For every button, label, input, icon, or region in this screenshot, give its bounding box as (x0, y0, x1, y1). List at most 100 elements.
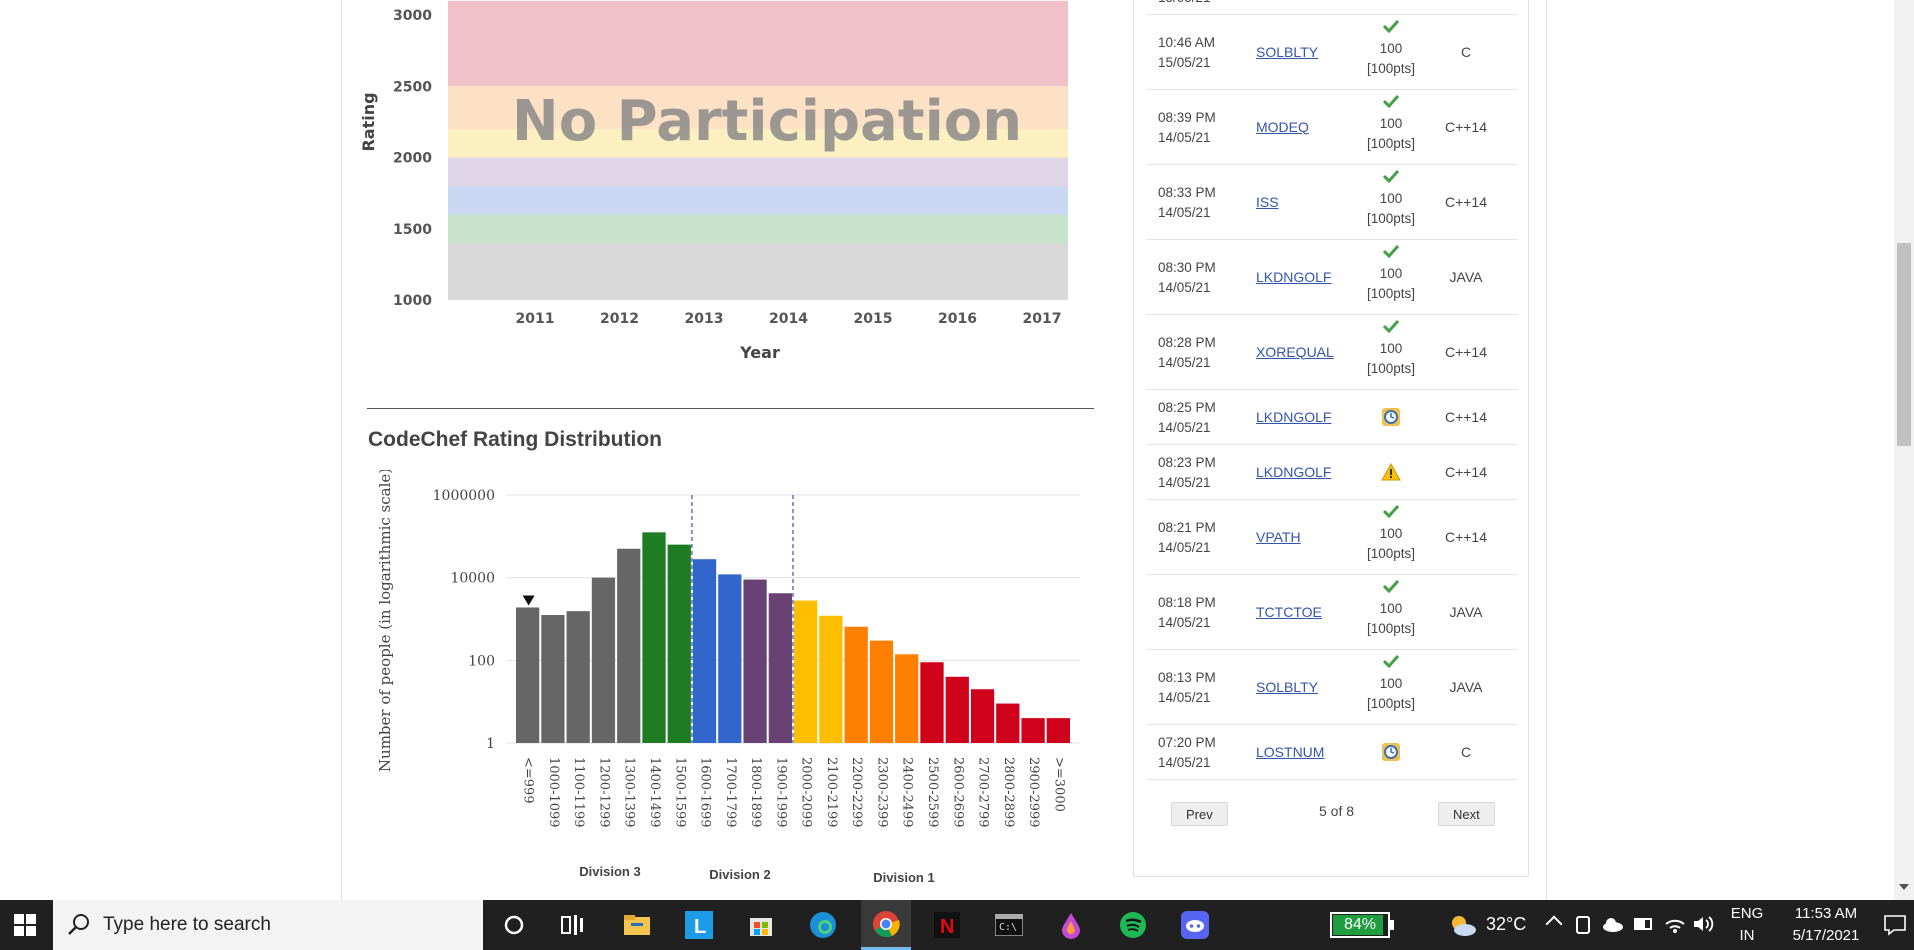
submission-problem-link[interactable]: SOLBLTY (1256, 43, 1318, 60)
submission-problem-link[interactable]: XOREQUAL (1256, 343, 1334, 360)
submission-time: 08:39 PM 14/05/21 (1158, 109, 1216, 145)
distribution-bar[interactable] (768, 593, 792, 743)
svg-text:C:\: C:\ (999, 922, 1017, 933)
distribution-x-label: 2600-2699 (950, 757, 965, 828)
distribution-bars (516, 495, 1070, 743)
scrollbar-thumb[interactable] (1897, 243, 1911, 446)
submission-problem-link[interactable]: LKDNGOLF (1256, 268, 1332, 285)
file-explorer-icon[interactable] (620, 908, 654, 942)
accepted-result: 100 [100pts] (1356, 19, 1426, 79)
runtime-error-warning-icon (1356, 462, 1426, 487)
distribution-x-label: 2500-2599 (925, 757, 940, 828)
netflix-icon[interactable]: N (930, 908, 964, 942)
distribution-bar[interactable] (895, 654, 919, 743)
distribution-x-label: 1600-1699 (698, 757, 713, 828)
input-region[interactable]: IN (1739, 927, 1755, 944)
wifi-icon[interactable] (1664, 914, 1686, 939)
task-view-icon[interactable] (556, 908, 590, 942)
onedrive-cloud-icon[interactable] (1602, 917, 1624, 938)
distribution-bar[interactable] (794, 600, 818, 743)
distribution-bar[interactable] (718, 574, 742, 743)
accepted-check-icon (1382, 244, 1400, 258)
taskbar-search-box[interactable]: Type here to search (53, 900, 483, 950)
weather-icon[interactable] (1447, 912, 1477, 938)
windows-start-icon[interactable] (8, 908, 42, 942)
submission-time: 08:33 PM 14/05/21 (1158, 184, 1216, 220)
spotify-icon[interactable] (1116, 908, 1150, 942)
rating-band-1 (448, 86, 1068, 129)
distribution-bar[interactable] (819, 615, 843, 743)
submission-row: 08:28 PM 14/05/21 XOREQUAL 100 [100pts] C++14 (1146, 315, 1518, 390)
accepted-result: 100 [100pts] (1356, 244, 1426, 304)
submission-problem-link[interactable]: TCTCTOE (1256, 603, 1322, 620)
distribution-bar[interactable] (1021, 718, 1045, 743)
discord-icon[interactable] (1178, 908, 1212, 942)
distribution-bar[interactable] (516, 607, 540, 743)
submission-time: 08:21 PM 14/05/21 (1158, 519, 1216, 555)
weather-temperature[interactable]: 32°C (1486, 914, 1527, 934)
edge-browser-icon[interactable] (806, 908, 840, 942)
distribution-bar[interactable] (642, 532, 666, 743)
submission-problem-link[interactable]: LKDNGOLF (1256, 408, 1332, 425)
distribution-bar[interactable] (945, 676, 969, 743)
distribution-x-label: 1800-1899 (748, 757, 763, 828)
left-column: 3000 2500 2000 1500 1000 2011 2012 2013 2014 201… (342, 0, 1119, 900)
terminal-icon[interactable]: C:\ (992, 908, 1026, 942)
distribution-chart: Number of people (in logarithmic scale) … (376, 470, 1080, 885)
submission-row: 07:20 PM 14/05/21 LOSTNUM C (1146, 725, 1518, 780)
distribution-x-label: >=3000 (1051, 757, 1066, 812)
chrome-browser-icon[interactable] (861, 900, 911, 950)
volume-icon[interactable] (1692, 914, 1714, 939)
notifications-icon[interactable] (1884, 914, 1906, 941)
clock-time[interactable]: 11:53 AM (1794, 905, 1858, 922)
power-battery-icon[interactable] (1634, 918, 1652, 930)
distribution-bar[interactable] (667, 544, 691, 743)
distribution-bar[interactable] (920, 662, 944, 743)
submission-problem-link[interactable]: LKDNGOLF (1256, 463, 1332, 480)
distribution-bar[interactable] (1046, 718, 1070, 743)
submission-problem-link[interactable]: LOSTNUM (1256, 743, 1325, 760)
submission-problem-link[interactable]: ISS (1256, 193, 1279, 210)
clock-date[interactable]: 5/17/2021 (1792, 927, 1860, 944)
distribution-title: CodeChef Rating Distribution (368, 428, 662, 451)
time-limit-clock-icon (1356, 407, 1426, 433)
l-app-icon[interactable]: L (682, 908, 716, 942)
distribution-bar[interactable] (970, 689, 995, 743)
rating-band-0 (448, 0, 1068, 87)
distribution-bar[interactable] (844, 626, 868, 743)
distribution-x-label: 1300-1399 (622, 757, 637, 828)
cortana-icon[interactable] (497, 908, 531, 942)
page-scrollbar[interactable] (1894, 0, 1914, 900)
distribution-bar[interactable] (996, 703, 1020, 743)
show-hidden-icons-chevron-icon[interactable] (1545, 915, 1563, 933)
distribution-bar[interactable] (869, 640, 894, 743)
paint-drop-icon[interactable] (1054, 908, 1088, 942)
distribution-y-tick: 1 (486, 736, 495, 752)
scroll-down-arrow-icon[interactable] (1899, 884, 1909, 890)
submission-problem-link[interactable]: MODEQ (1256, 118, 1309, 135)
submission-row: 08:33 PM 14/05/21 ISS 100 [100pts] C++14 (1146, 165, 1518, 240)
next-button[interactable]: Next (1438, 802, 1495, 826)
battery-percent: 84% (1343, 916, 1377, 933)
submission-problem-link[interactable]: SOLBLTY (1256, 678, 1318, 695)
input-language[interactable]: ENG (1730, 905, 1764, 922)
submission-language: C++14 (1444, 343, 1488, 360)
rating-x-tick: 2017 (1023, 311, 1062, 327)
distribution-bar[interactable] (617, 548, 641, 743)
time-limit-clock-icon (1356, 742, 1426, 768)
rating-band-3 (448, 157, 1068, 186)
battery-indicator[interactable]: 84% (1330, 912, 1394, 938)
microsoft-store-icon[interactable] (744, 908, 778, 942)
accepted-check-icon (1382, 169, 1400, 183)
prev-button[interactable]: Prev (1171, 802, 1228, 826)
submission-language: C++14 (1444, 528, 1488, 545)
submission-row: 08:23 PM 14/05/21 LKDNGOLF C++14 (1146, 445, 1518, 500)
distribution-bar[interactable] (743, 579, 767, 743)
rating-x-tick: 2015 (854, 311, 893, 327)
distribution-bar[interactable] (566, 611, 590, 743)
meet-now-icon[interactable] (1576, 916, 1590, 934)
submission-problem-link[interactable]: VPATH (1256, 528, 1301, 545)
distribution-bar[interactable] (591, 577, 616, 743)
distribution-bar[interactable] (541, 614, 565, 743)
distribution-bar[interactable] (692, 559, 717, 743)
